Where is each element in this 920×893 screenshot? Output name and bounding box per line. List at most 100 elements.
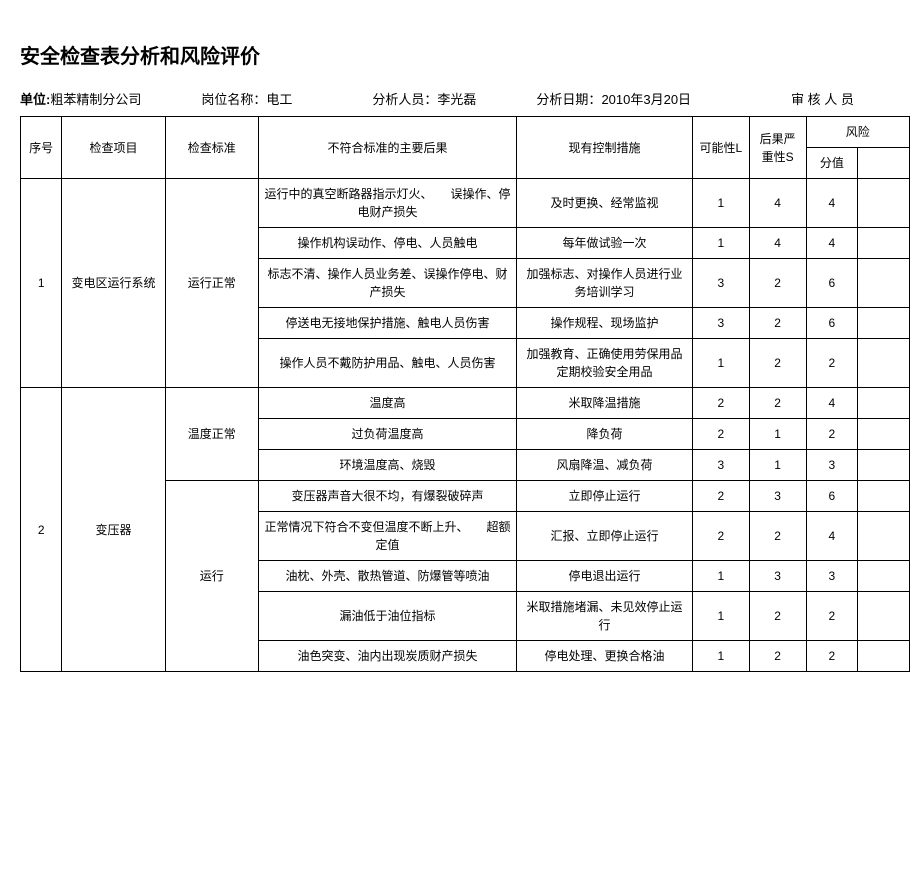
cell-l: 1 — [692, 592, 749, 641]
header-row-1: 序号 检查项目 检查标准 不符合标准的主要后果 现有控制措施 可能性L 后果严重… — [21, 117, 910, 148]
cell-l: 2 — [692, 481, 749, 512]
cell-s: 2 — [749, 259, 806, 308]
meta-dept-label: 单位: — [20, 92, 50, 107]
cell-score: 2 — [806, 419, 858, 450]
cell-score: 6 — [806, 308, 858, 339]
meta-reviewer-label: 审 核 人 员 — [791, 92, 854, 107]
cell-blank — [858, 641, 910, 672]
cell-score: 6 — [806, 481, 858, 512]
th-risk: 风险 — [806, 117, 909, 148]
cell-seq: 2 — [21, 388, 62, 672]
meta-pos: 岗位名称：电工 — [201, 89, 292, 108]
cell-s: 2 — [749, 641, 806, 672]
th-conseq: 不符合标准的主要后果 — [258, 117, 516, 179]
cell-control: 及时更换、经常监视 — [517, 179, 693, 228]
cell-l: 2 — [692, 512, 749, 561]
cell-control: 停电处理、更换合格油 — [517, 641, 693, 672]
cell-conseq: 油枕、外壳、散热管道、防爆管等喷油 — [258, 561, 516, 592]
cell-control: 汇报、立即停止运行 — [517, 512, 693, 561]
cell-l: 2 — [692, 388, 749, 419]
th-blank — [858, 148, 910, 179]
cell-score: 4 — [806, 179, 858, 228]
cell-control: 停电退出运行 — [517, 561, 693, 592]
cell-std: 运行 — [165, 481, 258, 672]
th-std: 检查标准 — [165, 117, 258, 179]
cell-control: 操作规程、现场监护 — [517, 308, 693, 339]
th-control: 现有控制措施 — [517, 117, 693, 179]
cell-score: 2 — [806, 592, 858, 641]
cell-conseq: 温度高 — [258, 388, 516, 419]
cell-score: 4 — [806, 228, 858, 259]
cell-conseq: 漏油低于油位指标 — [258, 592, 516, 641]
meta-pos-value: 电工 — [266, 92, 292, 107]
th-s: 后果严重性S — [749, 117, 806, 179]
cell-blank — [858, 179, 910, 228]
th-seq: 序号 — [21, 117, 62, 179]
cell-std: 温度正常 — [165, 388, 258, 481]
th-l: 可能性L — [692, 117, 749, 179]
cell-conseq: 过负荷温度高 — [258, 419, 516, 450]
cell-l: 1 — [692, 228, 749, 259]
cell-score: 6 — [806, 259, 858, 308]
cell-score: 3 — [806, 561, 858, 592]
cell-s: 2 — [749, 308, 806, 339]
cell-item: 变电区运行系统 — [62, 179, 165, 388]
cell-blank — [858, 228, 910, 259]
cell-conseq: 操作人员不戴防护用品、触电、人员伤害 — [258, 339, 516, 388]
cell-conseq: 标志不清、操作人员业务差、误操作停电、财产损失 — [258, 259, 516, 308]
cell-s: 1 — [749, 450, 806, 481]
meta-reviewer: 审 核 人 员 — [791, 89, 854, 108]
cell-score: 2 — [806, 641, 858, 672]
cell-blank — [858, 259, 910, 308]
meta-date: 分析日期：2010年3月20日 — [536, 89, 691, 108]
cell-blank — [858, 339, 910, 388]
meta-dept-value: 粗苯精制分公司 — [50, 92, 141, 107]
cell-s: 4 — [749, 179, 806, 228]
cell-control: 米取降温措施 — [517, 388, 693, 419]
cell-blank — [858, 481, 910, 512]
cell-item: 变压器 — [62, 388, 165, 672]
table-row: 1 变电区运行系统 运行正常 运行中的真空断路器指示灯火、 误操作、停电财产损失… — [21, 179, 910, 228]
risk-table: 序号 检查项目 检查标准 不符合标准的主要后果 现有控制措施 可能性L 后果严重… — [20, 116, 910, 672]
meta-analyst: 分析人员：李光磊 — [372, 89, 476, 108]
cell-control: 加强教育、正确使用劳保用品定期校验安全用品 — [517, 339, 693, 388]
meta-pos-label: 岗位名称： — [201, 92, 266, 107]
cell-l: 1 — [692, 339, 749, 388]
meta-date-value: 2010年3月20日 — [601, 92, 691, 107]
cell-l: 2 — [692, 419, 749, 450]
meta-date-label: 分析日期： — [536, 92, 601, 107]
cell-score: 2 — [806, 339, 858, 388]
cell-s: 2 — [749, 388, 806, 419]
cell-l: 3 — [692, 450, 749, 481]
cell-s: 3 — [749, 481, 806, 512]
th-item: 检查项目 — [62, 117, 165, 179]
cell-conseq: 停送电无接地保护措施、触电人员伤害 — [258, 308, 516, 339]
cell-blank — [858, 450, 910, 481]
cell-l: 1 — [692, 179, 749, 228]
cell-s: 3 — [749, 561, 806, 592]
cell-s: 4 — [749, 228, 806, 259]
cell-s: 2 — [749, 592, 806, 641]
meta-dept: 单位:粗苯精制分公司 — [20, 89, 141, 108]
cell-control: 立即停止运行 — [517, 481, 693, 512]
cell-conseq: 正常情况下符合不变但温度不断上升、 超额定值 — [258, 512, 516, 561]
meta-analyst-value: 李光磊 — [437, 92, 476, 107]
cell-score: 4 — [806, 512, 858, 561]
cell-blank — [858, 388, 910, 419]
table-row: 2 变压器 温度正常 温度高 米取降温措施 2 2 4 — [21, 388, 910, 419]
cell-s: 2 — [749, 512, 806, 561]
meta-analyst-label: 分析人员： — [372, 92, 437, 107]
cell-s: 1 — [749, 419, 806, 450]
cell-l: 1 — [692, 641, 749, 672]
cell-score: 3 — [806, 450, 858, 481]
cell-conseq: 环境温度高、烧毁 — [258, 450, 516, 481]
cell-conseq: 运行中的真空断路器指示灯火、 误操作、停电财产损失 — [258, 179, 516, 228]
cell-control: 每年做试验一次 — [517, 228, 693, 259]
cell-s: 2 — [749, 339, 806, 388]
cell-conseq: 油色突变、油内出现炭质财产损失 — [258, 641, 516, 672]
cell-conseq: 变压器声音大很不均，有爆裂破碎声 — [258, 481, 516, 512]
cell-blank — [858, 561, 910, 592]
cell-l: 3 — [692, 308, 749, 339]
page-title: 安全检查表分析和风险评价 — [20, 40, 910, 69]
cell-seq: 1 — [21, 179, 62, 388]
